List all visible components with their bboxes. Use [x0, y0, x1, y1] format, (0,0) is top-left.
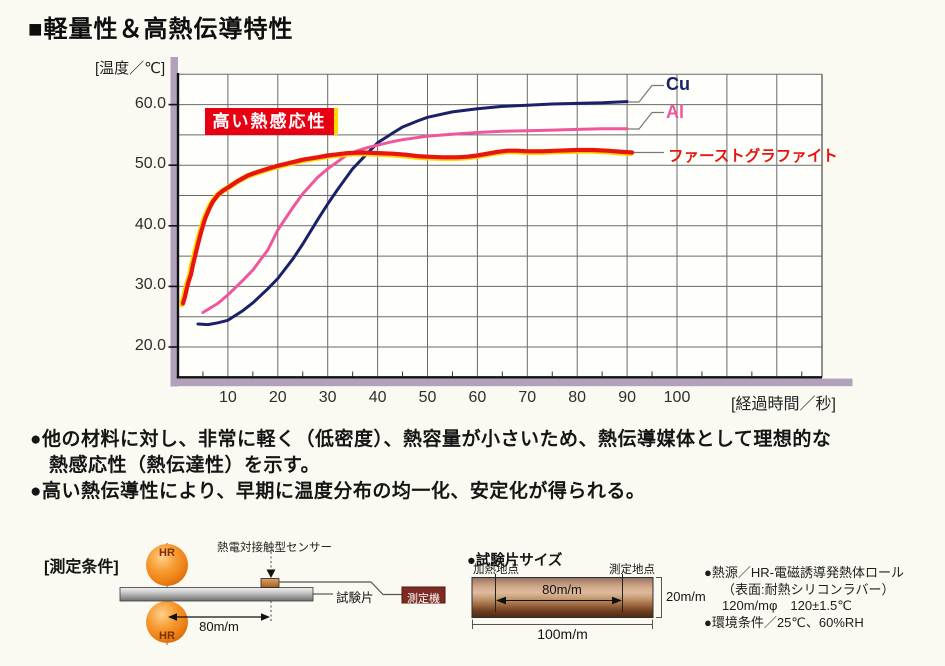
- dim-20-label: 20m/m: [666, 589, 706, 604]
- x-tick-label: 40: [368, 389, 387, 406]
- y-axis-label: [温度／℃]: [95, 60, 166, 77]
- legend-al: Al: [666, 102, 684, 122]
- x-tick-label: 80: [568, 389, 587, 406]
- condition-surface: （表面:耐熱シリコンラバー）: [722, 582, 895, 597]
- y-tick-label: 50.0: [134, 155, 166, 173]
- roller-bottom-label: HR: [159, 630, 175, 642]
- x-axis-label: [経過時間／秒]: [731, 396, 836, 413]
- sensor-box: [260, 578, 280, 588]
- measurement-diagram: [119, 543, 446, 646]
- dim-80-left-label: 80m/m: [199, 619, 239, 634]
- frame-band-left: [170, 57, 178, 387]
- condition-roller-spec: 120m/mφ 120±1.5℃: [722, 598, 852, 613]
- height-bracket: [656, 577, 662, 618]
- arrow-right-icon: [612, 596, 622, 605]
- series-ファーストグラファイト: [180, 147, 635, 306]
- condition-environment: ●環境条件／25℃、60%RH: [704, 615, 864, 630]
- y-tick-label: 30.0: [134, 276, 166, 294]
- meter-box: [401, 586, 446, 604]
- meter-label: 測定機: [407, 593, 440, 605]
- x-tick-label: 70: [518, 389, 537, 406]
- heating-point-label: 加熱地点: [473, 564, 519, 576]
- arrow-left-icon: [496, 596, 506, 605]
- specimen-size-title: ●試験片サイズ: [467, 553, 563, 569]
- y-tick-label: 20.0: [134, 337, 166, 354]
- data-curves: [178, 100, 635, 327]
- heat-roller-top: [146, 544, 188, 586]
- roller-top-label: HR: [159, 547, 175, 559]
- bullet-line-2: 熱感応性（熱伝達性）を示す。: [49, 455, 321, 476]
- bullet-line-1: ●他の材料に対し、非常に軽く（低密度）、熱容量が小さいため、熱伝導媒体として理想…: [30, 429, 832, 450]
- legend-graphite: ファーストグラファイト: [668, 148, 838, 165]
- test-piece-label: 試験片: [336, 591, 374, 605]
- arrow-right-icon: [261, 613, 270, 621]
- x-tick-label: 60: [468, 389, 487, 406]
- x-tick-label: 20: [268, 389, 287, 406]
- specimen-diagram: [471, 574, 662, 629]
- x-tick-label: 100: [663, 389, 691, 406]
- legend-leader-lines: [628, 84, 664, 154]
- sensor-arrow-icon: [266, 569, 276, 578]
- series-Cu: [196, 100, 629, 327]
- bullet-line-3: ●高い熱伝導性により、早期に温度分布の均一化、安定化が得られる。: [30, 481, 646, 502]
- page-title: ■軽量性＆高熱伝導特性: [28, 16, 294, 43]
- dim-100-label: 100m/m: [537, 626, 588, 642]
- heat-roller-bottom: [146, 601, 188, 643]
- legend-cu: Cu: [666, 74, 690, 94]
- x-tick-label: 50: [418, 389, 437, 406]
- measurement-conditions-label: [測定条件]: [44, 559, 119, 576]
- arrow-left-icon: [168, 613, 177, 621]
- y-tick-label: 60.0: [134, 94, 166, 112]
- dim-80-mid-label: 80m/m: [542, 582, 582, 597]
- sensor-label: 熱電対接触型センサー: [217, 542, 332, 554]
- annotation-badge: 高い熱感応性: [205, 108, 338, 135]
- condition-heat-source: ●熱源／HR-電磁誘導発熱体ロール: [704, 565, 904, 580]
- x-tick-label: 90: [618, 389, 636, 406]
- measuring-point-label: 測定地点: [609, 564, 655, 576]
- x-tick-label: 30: [318, 389, 337, 406]
- frame-band-bottom: [170, 378, 853, 387]
- sensor-wire: [279, 581, 402, 596]
- test-piece-bar: [119, 587, 314, 602]
- y-tick-label: 40.0: [134, 215, 166, 233]
- x-tick-label: 10: [218, 389, 237, 406]
